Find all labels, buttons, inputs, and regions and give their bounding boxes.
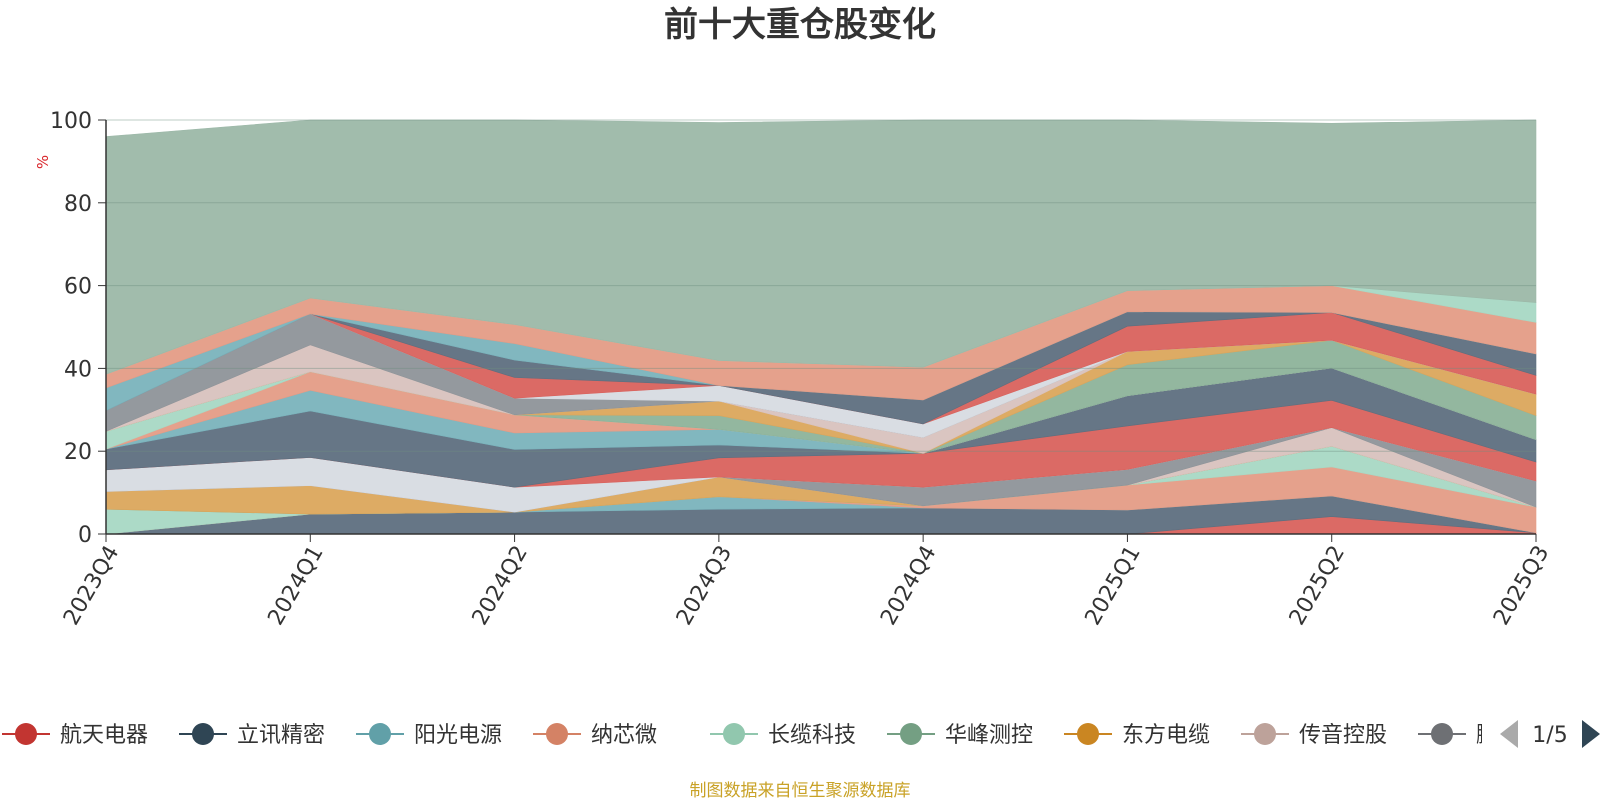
x-tick-label-4: 2024Q4 xyxy=(876,542,941,630)
legend-label-7: 传音控股 xyxy=(1299,723,1387,748)
legend-marker-6 xyxy=(1077,723,1099,745)
legend-item-6[interactable]: 东方电缆 xyxy=(1064,723,1210,748)
y-tick-label-3: 60 xyxy=(64,275,92,300)
legend-label-0: 航天电器 xyxy=(60,723,148,748)
x-tick-label-1: 2024Q1 xyxy=(263,542,328,630)
legend-label-3: 纳芯微 xyxy=(591,723,657,748)
y-tick-label-4: 80 xyxy=(64,192,92,217)
x-ticks: 2023Q4 2024Q1 2024Q2 2024Q3 2024Q4 2025Q1 2025… xyxy=(59,534,1554,630)
legend-marker-4 xyxy=(723,723,745,745)
legend-next-page-icon[interactable] xyxy=(1582,720,1600,748)
legend-item-4[interactable]: 长缆科技 xyxy=(710,723,856,748)
legend-label-4: 长缆科技 xyxy=(768,723,856,748)
legend-item-7[interactable]: 传音控股 xyxy=(1241,723,1387,748)
legend-marker-5 xyxy=(900,723,922,745)
legend-item-1[interactable]: 立讯精密 xyxy=(179,723,325,748)
x-tick-label-3: 2024Q3 xyxy=(672,542,737,630)
x-tick-label-7: 2025Q3 xyxy=(1489,542,1554,630)
chart-title: 前十大重仓股变化 xyxy=(664,5,936,45)
x-tick-label-5: 2025Q1 xyxy=(1081,542,1146,630)
legend-label-6: 东方电缆 xyxy=(1122,723,1210,748)
area-series-25[interactable] xyxy=(105,119,1537,375)
legend-marker-8 xyxy=(1431,723,1453,745)
source-note: 制图数据来自恒生聚源数据库 xyxy=(690,781,911,800)
y-tick-label-2: 40 xyxy=(64,357,92,382)
legend-page-indicator: 1/5 xyxy=(1532,723,1567,748)
legend-item-5[interactable]: 华峰测控 xyxy=(887,723,1033,748)
y-tick-label-0: 0 xyxy=(78,523,92,548)
legend-marker-7 xyxy=(1254,723,1276,745)
legend-marker-3 xyxy=(546,723,568,745)
legend-label-8: 鹏鼎 xyxy=(1476,723,1520,748)
gridlines xyxy=(106,119,1536,452)
legend-label-1: 立讯精密 xyxy=(237,723,325,748)
legend-marker-0 xyxy=(15,723,37,745)
legend: 航天电器 立讯精密 阳光电源 纳芯微 长缆科技 华峰测控 东方电缆 传音控股 鹏鼎 1/5 xyxy=(2,720,1600,748)
legend-item-3[interactable]: 纳芯微 xyxy=(533,723,657,748)
legend-item-0[interactable]: 航天电器 xyxy=(2,723,148,748)
legend-item-2[interactable]: 阳光电源 xyxy=(356,723,502,748)
legend-marker-2 xyxy=(369,723,391,745)
legend-marker-1 xyxy=(192,723,214,745)
legend-item-8[interactable]: 鹏鼎 xyxy=(1418,723,1520,748)
x-tick-label-2: 2024Q2 xyxy=(468,542,533,630)
x-tick-label-6: 2025Q2 xyxy=(1285,542,1350,630)
legend-prev-page-icon[interactable] xyxy=(1500,720,1518,748)
legend-label-2: 阳光电源 xyxy=(414,723,502,748)
area-series-group xyxy=(105,119,1537,535)
y-tick-label-5: 100 xyxy=(50,109,92,134)
y-axis-label: % xyxy=(34,155,52,169)
legend-label-5: 华峰测控 xyxy=(945,723,1033,748)
x-tick-label-0: 2023Q4 xyxy=(59,542,124,630)
y-tick-label-1: 20 xyxy=(64,440,92,465)
axes xyxy=(105,120,1536,535)
y-ticks: 0 20 40 60 80 100 xyxy=(50,109,106,548)
